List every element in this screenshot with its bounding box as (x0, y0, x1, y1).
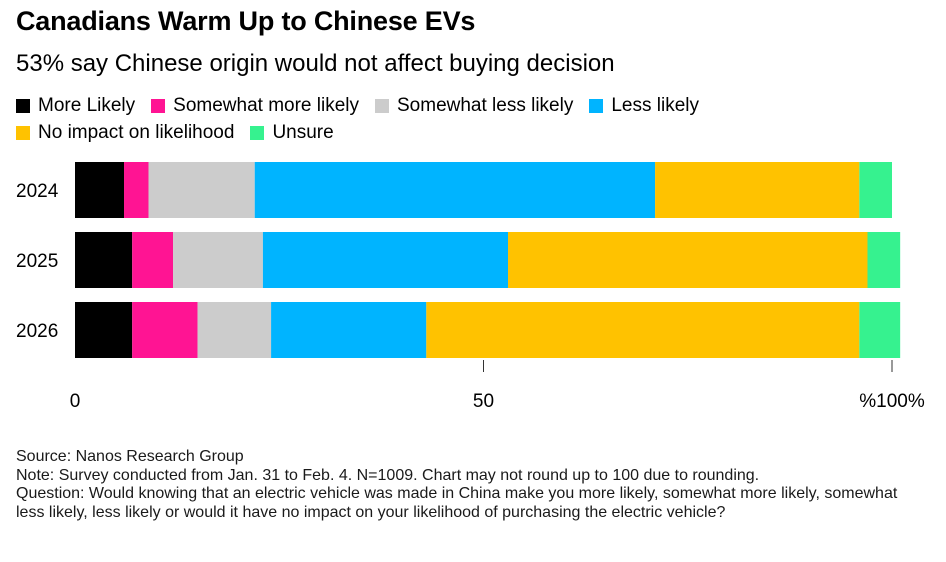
legend-swatch (250, 125, 265, 140)
stacked-bar-chart: 2024 2025 2026 0 50 %100% (16, 162, 925, 412)
bar-2025-somewhat-less-likely (173, 232, 263, 288)
chart-notes: Source: Nanos Research Group Note: Surve… (16, 448, 926, 522)
legend: More Likely Somewhat more likely Somewha… (16, 92, 936, 146)
bar-2026-somewhat-less-likely (197, 302, 272, 358)
bar-2025-somewhat-more-likely (132, 232, 174, 288)
tick-label-50: 50 (473, 391, 494, 412)
legend-label: Less likely (611, 94, 699, 116)
bar-2025-less-likely (262, 232, 509, 288)
category-label-2025: 2025 (16, 251, 58, 272)
chart-title: Canadians Warm Up to Chinese EVs (16, 6, 476, 36)
bar-2025-no-impact-on-likelihood (508, 232, 868, 288)
bar-2026-less-likely (271, 302, 427, 358)
legend-swatch (16, 125, 30, 140)
bar-2026-no-impact-on-likelihood (426, 302, 860, 358)
legend-item-more-likely: More Likely (16, 95, 135, 117)
legend-swatch (589, 98, 604, 113)
bar-2025-more-likely (75, 232, 133, 288)
legend-item-less-likely: Less likely (589, 95, 699, 117)
chart-subtitle: 53% say Chinese origin would not affect … (16, 50, 615, 77)
legend-row: More Likely Somewhat more likely Somewha… (16, 92, 936, 119)
legend-item-no-impact: No impact on likelihood (16, 122, 234, 144)
legend-label: Unsure (272, 121, 334, 143)
bar-2025-unsure (867, 232, 901, 288)
tick-label-0: 0 (70, 391, 81, 412)
legend-swatch (375, 98, 389, 113)
bar-2026-more-likely (75, 302, 133, 358)
category-label-2026: 2026 (16, 321, 58, 342)
tick-label-100: %100% (859, 391, 925, 412)
legend-label: No impact on likelihood (38, 121, 235, 143)
bar-2026-somewhat-more-likely (132, 302, 198, 358)
legend-item-somewhat-more-likely: Somewhat more likely (151, 95, 359, 117)
legend-item-unsure: Unsure (250, 121, 334, 144)
survey-note: Note: Survey conducted from Jan. 31 to F… (16, 466, 760, 484)
bar-2024-somewhat-less-likely (148, 162, 255, 218)
legend-label: Somewhat less likely (397, 94, 574, 116)
bar-2024-unsure (859, 162, 892, 218)
legend-label: Somewhat more likely (173, 94, 359, 116)
category-label-2024: 2024 (16, 181, 59, 202)
question-note: Question: Would knowing that an electric… (16, 485, 898, 521)
bar-2024-somewhat-more-likely (124, 162, 149, 218)
bar-2024-less-likely (254, 162, 656, 218)
legend-item-somewhat-less-likely: Somewhat less likely (375, 95, 573, 117)
bar-2024-no-impact-on-likelihood (655, 162, 860, 218)
bar-2024-more-likely (75, 162, 125, 218)
legend-label: More Likely (38, 94, 136, 116)
source-note: Source: Nanos Research Group (16, 448, 244, 465)
legend-row: No impact on likelihood Unsure (16, 119, 936, 146)
legend-swatch (16, 98, 30, 113)
legend-swatch (151, 98, 166, 113)
bar-2026-unsure (859, 302, 901, 358)
